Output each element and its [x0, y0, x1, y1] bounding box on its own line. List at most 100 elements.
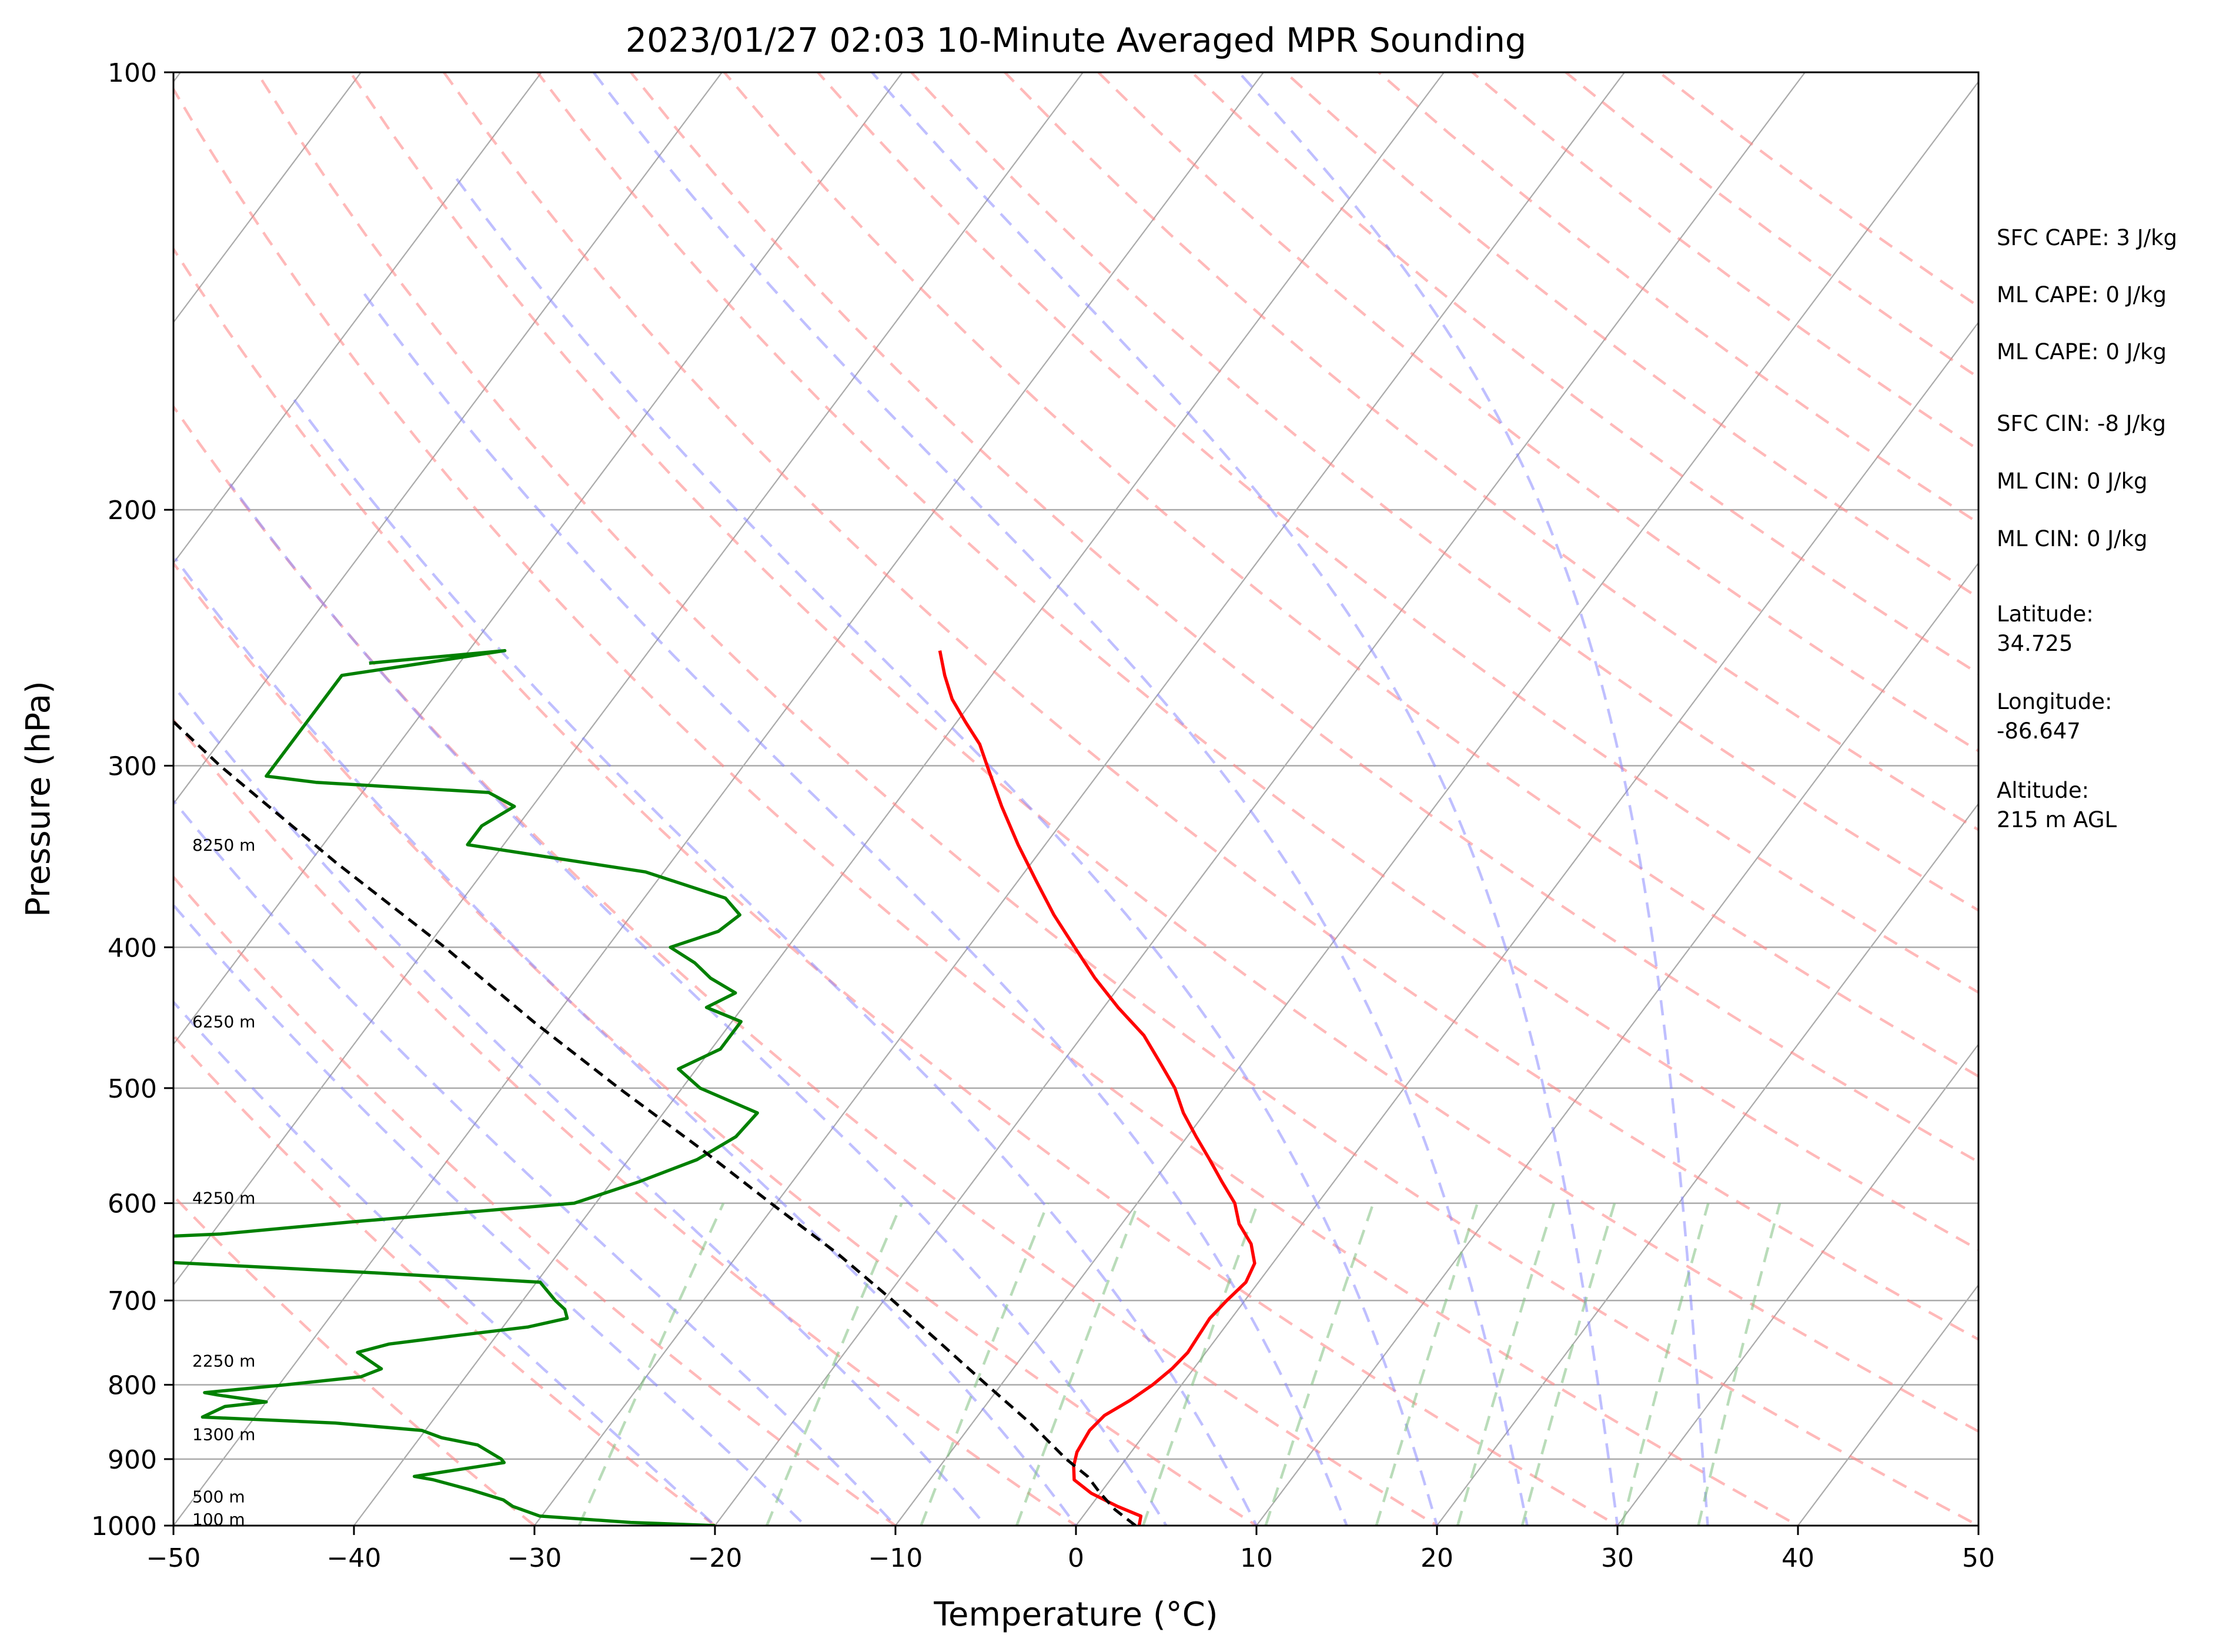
x-tick-label: −40	[327, 1543, 382, 1573]
side-annotation: 34.725	[1997, 631, 2073, 656]
mixing-ratio-line	[1264, 1202, 1375, 1526]
height-label: 6250 m	[192, 1012, 255, 1032]
x-tick-label: 0	[1068, 1543, 1084, 1573]
isotherm-line	[1256, 561, 1978, 1526]
x-tick-label: 40	[1782, 1543, 1814, 1573]
mixing-ratio-line	[1520, 1202, 1616, 1526]
y-tick-label: 700	[108, 1286, 157, 1316]
dry-adiabat-line	[349, 72, 1978, 1433]
y-tick-label: 800	[108, 1370, 157, 1400]
dry-adiabat-line	[173, 246, 1620, 1526]
y-tick-label: 500	[108, 1074, 157, 1104]
mixing-ratio-line	[577, 1202, 725, 1526]
plot-frame	[172, 71, 1980, 1527]
dry-adiabat-line	[173, 717, 1079, 1526]
chart-title: 2023/01/27 02:03 10-Minute Averaged MPR …	[626, 21, 1526, 60]
x-tick-label: −50	[146, 1543, 201, 1573]
isotherm-line	[173, 72, 723, 805]
side-annotation: ML CAPE: 0 J/kg	[1997, 282, 2167, 307]
moist-adiabat-line	[174, 557, 1078, 1526]
x-tick-label: −10	[868, 1543, 923, 1573]
x-tick-label: −20	[688, 1543, 743, 1573]
dry-adiabat-line	[630, 72, 1978, 1164]
x-axis: −50 −40 −30 −20 −10 0 10 20 30 40 50	[146, 1526, 1995, 1573]
dry-adiabat-line	[173, 1194, 537, 1526]
height-label: 500 m	[192, 1487, 245, 1507]
x-tick-label: 20	[1421, 1543, 1453, 1573]
data-series	[173, 648, 1256, 1526]
x-axis-title: Temperature (°C)	[933, 1596, 1218, 1634]
dry-adiabat-line	[443, 72, 1978, 1341]
side-annotation: Latitude:	[1997, 601, 2094, 627]
side-annotations: SFC CAPE: 3 J/kg ML CAPE: 0 J/kg ML CAPE: …	[1997, 225, 2177, 832]
isotherm-line	[1075, 321, 1978, 1526]
dry-adiabat-line	[1097, 72, 1978, 753]
height-label: 100 m	[192, 1510, 245, 1529]
isotherm-line	[895, 81, 1978, 1526]
y-tick-label: 900	[108, 1445, 157, 1475]
y-tick-label: 100	[108, 58, 157, 88]
dry-adiabat-line	[173, 404, 1440, 1526]
isotherm-line	[1617, 1043, 1978, 1526]
mixing-ratio-line	[766, 1202, 903, 1526]
y-axis: 100 200 300 400 500 600 700 800 900 1000	[91, 58, 173, 1541]
parcel-line	[173, 720, 1137, 1526]
background-grid	[173, 72, 1978, 1526]
mixing-ratio-line	[1456, 1202, 1556, 1526]
moist-adiabat-line	[363, 293, 1348, 1526]
x-tick-label: 30	[1601, 1543, 1634, 1573]
dewpoint-line	[173, 648, 759, 1526]
isotherm-line	[534, 72, 1625, 1526]
y-tick-label: 1000	[91, 1511, 157, 1541]
dry-adiabat-line	[536, 72, 1978, 1252]
x-tick-label: 10	[1240, 1543, 1273, 1573]
y-tick-label: 200	[108, 496, 157, 526]
moist-adiabat-line	[173, 798, 898, 1526]
side-annotation: -86.647	[1997, 718, 2081, 744]
side-annotation: Altitude:	[1997, 778, 2089, 803]
x-tick-label: −30	[507, 1543, 562, 1573]
side-annotation: 215 m AGL	[1997, 807, 2117, 832]
moist-adiabat-line	[229, 483, 1168, 1526]
side-annotation: SFC CAPE: 3 J/kg	[1997, 225, 2177, 250]
dry-adiabat-line	[256, 72, 1978, 1526]
side-annotation: Longitude:	[1997, 689, 2113, 714]
mixing-ratio-line	[1142, 1202, 1259, 1526]
dry-adiabat-line	[910, 72, 1978, 912]
y-axis-title: Pressure (hPa)	[19, 681, 58, 917]
height-labels: 100 m 500 m 1300 m 2250 m 4250 m 6250 m 8250 m	[192, 835, 255, 1529]
moist-adiabat-line	[173, 999, 717, 1526]
isotherm-line	[714, 72, 1806, 1526]
temperature-line	[938, 650, 1256, 1526]
side-annotation: SFC CIN: -8 J/kg	[1997, 411, 2166, 436]
moist-adiabat-line	[592, 72, 1529, 1526]
mixing-ratio-line	[1620, 1202, 1710, 1526]
isotherm-line	[173, 72, 1264, 1526]
dry-adiabat-line	[817, 72, 1978, 994]
side-annotation: ML CIN: 0 J/kg	[1997, 526, 2148, 551]
moist-adiabat-line	[293, 399, 1258, 1526]
y-tick-label: 300	[108, 751, 157, 781]
moist-adiabat-line	[1238, 72, 1709, 1526]
isotherm-line	[1436, 802, 1978, 1526]
y-tick-label: 400	[108, 933, 157, 963]
mixing-ratio-line	[920, 1202, 1050, 1526]
height-label: 4250 m	[192, 1189, 255, 1208]
dry-adiabat-line	[173, 86, 1801, 1526]
mixing-ratio-line	[1015, 1202, 1140, 1526]
moist-adiabat-line	[871, 72, 1619, 1526]
height-label: 8250 m	[192, 835, 255, 855]
height-label: 1300 m	[192, 1424, 255, 1444]
side-annotation: ML CIN: 0 J/kg	[1997, 469, 2148, 494]
x-tick-label: 50	[1962, 1543, 1995, 1573]
side-annotation: ML CAPE: 0 J/kg	[1997, 339, 2167, 364]
dry-adiabat-line	[1004, 72, 1978, 832]
isotherm-line	[173, 72, 542, 564]
isotherm-line	[173, 72, 362, 324]
isotherm-line	[173, 72, 1084, 1286]
moist-adiabat-line	[173, 903, 807, 1526]
dry-adiabat-line	[173, 561, 1259, 1526]
y-tick-label: 600	[108, 1189, 157, 1219]
isotherm-line	[173, 72, 903, 1046]
